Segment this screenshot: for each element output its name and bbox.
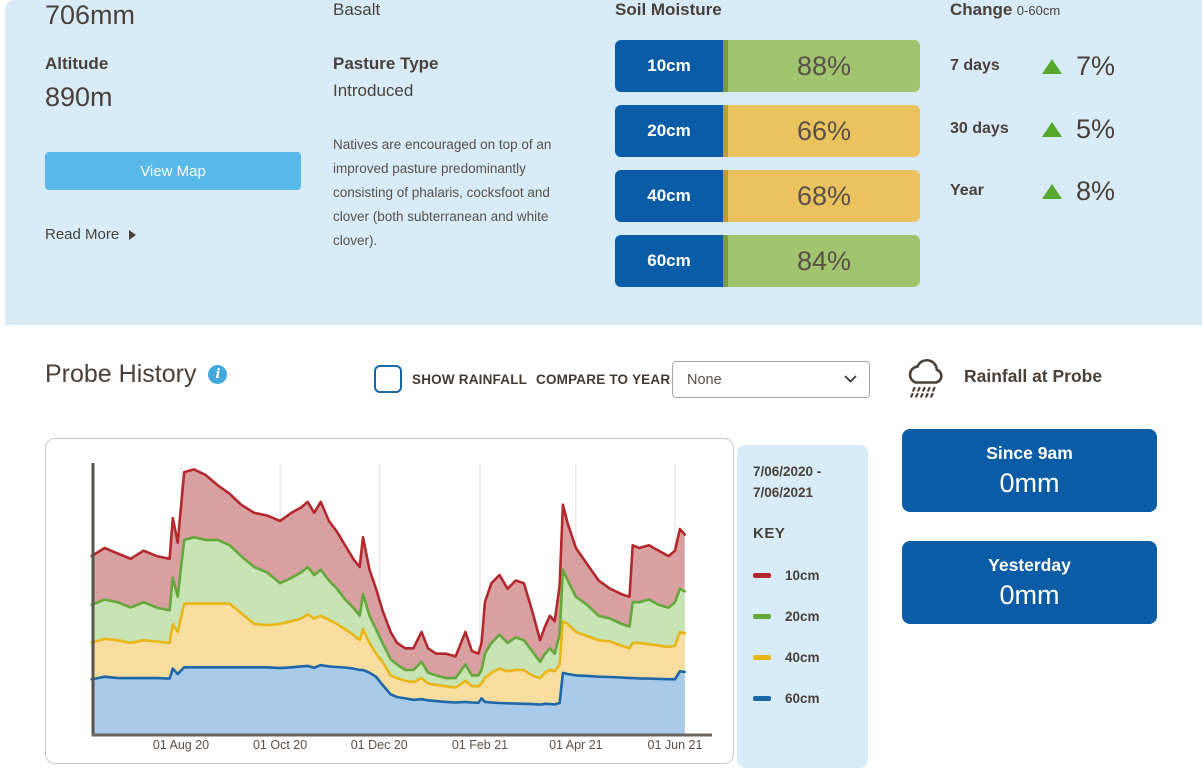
legend-label: 20cm bbox=[785, 609, 820, 624]
change-value: 5% bbox=[1076, 113, 1116, 144]
change-period-label: 30 days bbox=[950, 120, 1009, 137]
view-map-label: View Map bbox=[140, 162, 206, 180]
altitude-value: 890m bbox=[45, 82, 113, 112]
chart-legend-panel: 7/06/2020 - 7/06/2021 KEY 10cm 20cm 40cm… bbox=[737, 445, 868, 768]
bar-divider bbox=[723, 40, 728, 92]
change-row-year: Year 8% bbox=[950, 175, 1115, 207]
moisture-value: 88% bbox=[728, 40, 920, 92]
bar-divider bbox=[723, 170, 728, 222]
probe-history-title-row: Probe History i bbox=[45, 360, 228, 389]
legend-label: 40cm bbox=[785, 650, 820, 665]
depth-label: 20cm bbox=[615, 105, 723, 157]
moisture-bar-10cm: 10cm 88% bbox=[615, 40, 920, 92]
legend-item-40cm: 40cm bbox=[753, 650, 868, 665]
read-more-link[interactable]: Read More bbox=[45, 226, 137, 243]
moisture-value: 66% bbox=[728, 105, 920, 157]
legend-label: 60cm bbox=[785, 691, 820, 706]
legend-key-label: KEY bbox=[753, 525, 786, 542]
arrow-right-icon bbox=[129, 229, 137, 240]
up-arrow-icon bbox=[1042, 58, 1062, 74]
legend-item-60cm: 60cm bbox=[753, 691, 868, 706]
pasture-type-value: Introduced bbox=[333, 81, 414, 100]
compare-year-select[interactable]: None bbox=[672, 361, 870, 398]
rainfall-at-probe-label: Rainfall at Probe bbox=[964, 366, 1103, 386]
compare-to-year-label: COMPARE TO YEAR bbox=[536, 372, 671, 387]
change-value: 8% bbox=[1076, 175, 1116, 206]
change-period-label: Year bbox=[950, 182, 984, 199]
annual-rainfall-value: 706mm bbox=[45, 0, 136, 30]
svg-text:01 Feb 21: 01 Feb 21 bbox=[452, 738, 508, 752]
view-map-button[interactable]: View Map bbox=[45, 152, 301, 190]
rain-drops bbox=[910, 386, 936, 398]
change-header: Change 0-60cm bbox=[950, 0, 1060, 20]
moisture-value: 68% bbox=[728, 170, 920, 222]
change-row-7days: 7 days 7% bbox=[950, 50, 1115, 82]
chart-date-range-line2: 7/06/2021 bbox=[753, 485, 814, 500]
svg-text:01 Jun 21: 01 Jun 21 bbox=[648, 738, 703, 752]
pasture-type-label: Pasture Type bbox=[333, 54, 439, 73]
show-rainfall-label: SHOW RAINFALL bbox=[412, 372, 528, 387]
svg-text:01 Aug 20: 01 Aug 20 bbox=[153, 738, 209, 752]
since-9am-value: 0mm bbox=[999, 467, 1060, 498]
up-arrow-icon bbox=[1042, 183, 1062, 199]
legend-swatch-10cm bbox=[753, 573, 771, 578]
legend-swatch-20cm bbox=[753, 614, 771, 619]
yesterday-label: Yesterday bbox=[988, 554, 1071, 575]
change-value: 7% bbox=[1076, 50, 1116, 81]
depth-label: 10cm bbox=[615, 40, 723, 92]
moisture-bar-40cm: 40cm 68% bbox=[615, 170, 920, 222]
change-title: Change bbox=[950, 0, 1013, 19]
altitude-label: Altitude bbox=[45, 54, 109, 73]
info-icon[interactable]: i bbox=[208, 365, 228, 384]
chart-date-range-line1: 7/06/2020 - bbox=[753, 464, 822, 479]
rain-cloud-icon bbox=[903, 354, 951, 407]
legend-item-20cm: 20cm bbox=[753, 609, 868, 624]
depth-label: 60cm bbox=[615, 235, 723, 287]
bar-divider bbox=[723, 105, 728, 157]
legend-swatch-60cm bbox=[753, 696, 771, 701]
svg-text:01 Dec 20: 01 Dec 20 bbox=[351, 738, 408, 752]
read-more-label: Read More bbox=[45, 226, 120, 243]
legend-item-10cm: 10cm bbox=[753, 568, 868, 583]
chevron-down-icon bbox=[844, 375, 857, 383]
yesterday-value: 0mm bbox=[999, 579, 1060, 610]
show-rainfall-checkbox[interactable] bbox=[374, 365, 402, 393]
svg-text:01 Apr 21: 01 Apr 21 bbox=[549, 738, 603, 752]
moisture-value: 84% bbox=[728, 235, 920, 287]
moisture-bar-20cm: 20cm 66% bbox=[615, 105, 920, 157]
pasture-description: Natives are encouraged on top of an impr… bbox=[333, 137, 552, 248]
depth-label: 40cm bbox=[615, 170, 723, 222]
since-9am-label: Since 9am bbox=[986, 442, 1073, 463]
up-arrow-icon bbox=[1042, 121, 1062, 137]
soil-moisture-area-chart[interactable]: 01 Aug 20 01 Oct 20 01 Dec 20 01 Feb 21 01 A… bbox=[46, 439, 733, 763]
legend-label: 10cm bbox=[785, 568, 820, 583]
change-period-label: 7 days bbox=[950, 57, 1000, 74]
soil-type-value: Basalt bbox=[333, 0, 381, 19]
since-9am-card: Since 9am 0mm bbox=[902, 429, 1157, 512]
yesterday-card: Yesterday 0mm bbox=[902, 541, 1157, 624]
compare-year-selected-value: None bbox=[687, 371, 722, 388]
probe-history-title: Probe History bbox=[45, 360, 197, 388]
change-row-30days: 30 days 5% bbox=[950, 113, 1115, 145]
svg-text:01 Oct 20: 01 Oct 20 bbox=[253, 738, 307, 752]
soil-moisture-title: Soil Moisture bbox=[615, 0, 722, 19]
legend-swatch-40cm bbox=[753, 655, 771, 660]
moisture-bar-60cm: 60cm 84% bbox=[615, 235, 920, 287]
bar-divider bbox=[723, 235, 728, 287]
change-subtitle: 0-60cm bbox=[1016, 3, 1061, 18]
probe-history-chart-card: 01 Aug 20 01 Oct 20 01 Dec 20 01 Feb 21 01 A… bbox=[45, 438, 734, 764]
